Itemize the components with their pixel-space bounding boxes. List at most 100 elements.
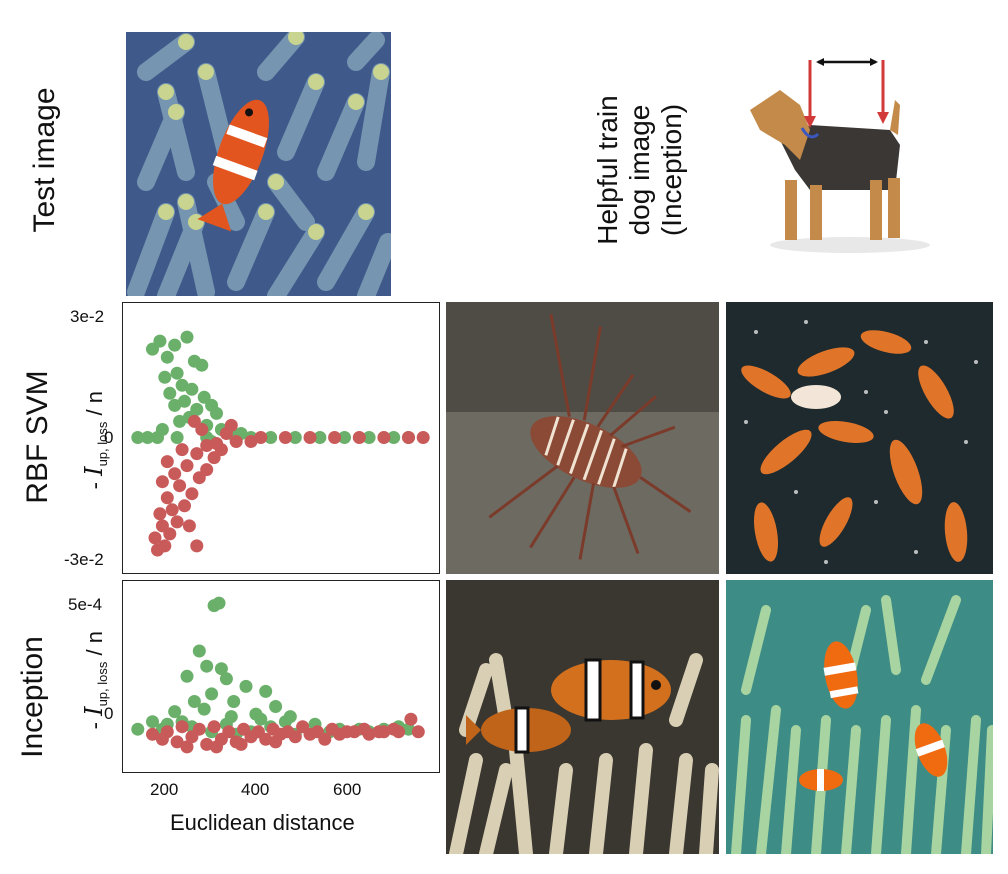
- green-point: [362, 431, 376, 444]
- red-point: [266, 722, 280, 736]
- red-point: [387, 722, 401, 736]
- test-image-label: Test image: [28, 87, 61, 233]
- red-point: [158, 539, 172, 553]
- inception-label: Inception: [16, 636, 49, 758]
- red-point: [170, 515, 184, 529]
- red-point: [303, 431, 317, 444]
- rbf-svm-scatter-plot: [122, 302, 440, 574]
- rbf-ytick-bottom: -3e-2: [64, 550, 104, 569]
- red-point: [148, 531, 162, 545]
- green-point: [170, 431, 184, 444]
- red-point: [155, 475, 169, 489]
- influence-symbol: I: [79, 466, 108, 476]
- red-point: [175, 720, 189, 734]
- red-point: [237, 722, 251, 736]
- red-point: [325, 722, 339, 736]
- red-point: [234, 737, 248, 751]
- x-axis-title: Euclidean distance: [170, 810, 355, 835]
- green-point: [173, 414, 187, 428]
- inc-xtick-400: 400: [241, 780, 270, 799]
- green-point: [131, 431, 145, 444]
- rbf-svm-label: RBF SVM: [21, 370, 54, 504]
- rbf-lionfish-image: [446, 302, 719, 574]
- red-point: [160, 455, 174, 469]
- helpful-train-label: Helpful train dog image (Inception): [540, 70, 740, 270]
- red-point: [192, 722, 206, 736]
- red-point: [372, 725, 386, 739]
- red-point: [207, 720, 221, 734]
- green-point: [387, 431, 401, 444]
- green-point: [197, 702, 211, 716]
- red-point: [178, 499, 191, 513]
- red-point: [411, 725, 425, 739]
- inception-clownfish-image-1: [446, 580, 719, 854]
- red-point: [200, 439, 214, 452]
- green-point: [163, 386, 177, 400]
- inception-clownfish-image-2: [726, 580, 993, 854]
- rbf-scatter-svg: [131, 330, 430, 557]
- red-point: [155, 519, 169, 533]
- green-point: [131, 722, 145, 736]
- helpful-dog-image: [740, 50, 940, 260]
- green-point: [175, 378, 189, 392]
- green-point: [168, 398, 182, 412]
- green-point: [338, 431, 351, 444]
- green-point: [160, 350, 174, 364]
- rbf-koi-image: [726, 302, 993, 574]
- red-point: [210, 740, 223, 754]
- red-point: [190, 447, 204, 461]
- red-point: [328, 431, 342, 444]
- green-point: [239, 679, 253, 693]
- red-point: [269, 735, 283, 749]
- red-point: [146, 727, 159, 741]
- red-point: [160, 725, 174, 739]
- red-point: [244, 435, 258, 448]
- red-point: [175, 443, 189, 457]
- inc-xtick-600: 600: [333, 780, 362, 799]
- red-point: [251, 725, 265, 739]
- green-point: [200, 659, 214, 673]
- rbf-ytick-top: 3e-2: [70, 307, 105, 326]
- test-image-clownfish: [126, 32, 391, 296]
- red-point: [222, 725, 236, 739]
- green-point: [212, 596, 226, 610]
- inc-ytick-top: 5e-4: [68, 595, 103, 614]
- green-point: [219, 672, 233, 686]
- red-point: [200, 463, 214, 477]
- green-point: [205, 687, 219, 701]
- green-point: [146, 715, 159, 729]
- red-point: [153, 507, 167, 521]
- green-point: [195, 358, 209, 372]
- red-point: [352, 431, 366, 444]
- green-point: [187, 695, 201, 708]
- helpful-line-1: Helpful train: [592, 95, 623, 245]
- green-point: [158, 370, 172, 384]
- red-point: [185, 487, 199, 501]
- green-point: [153, 334, 167, 348]
- red-point: [180, 740, 194, 754]
- green-point: [259, 684, 273, 698]
- red-point: [182, 519, 196, 533]
- red-point: [357, 722, 371, 736]
- green-point: [168, 338, 182, 352]
- green-point: [178, 394, 191, 408]
- red-point: [224, 418, 238, 432]
- helpful-line-2: dog image: [624, 104, 655, 236]
- green-point: [151, 431, 164, 444]
- inc-xtick-200: 200: [150, 780, 179, 799]
- rbf-ytick-zero: 0: [104, 428, 114, 447]
- green-point: [170, 366, 184, 380]
- red-point: [170, 735, 184, 749]
- green-point: [402, 722, 415, 736]
- green-point: [288, 431, 302, 444]
- red-point: [310, 725, 324, 739]
- y-suffix: / n: [81, 631, 107, 656]
- red-point: [402, 431, 415, 444]
- green-point: [185, 382, 199, 396]
- helpful-line-3: (Inception): [656, 103, 687, 237]
- y-subscript: up, loss: [95, 661, 111, 707]
- red-point: [404, 712, 418, 726]
- red-point: [340, 725, 354, 739]
- inception-scatter-svg: [131, 596, 425, 754]
- green-point: [141, 431, 155, 444]
